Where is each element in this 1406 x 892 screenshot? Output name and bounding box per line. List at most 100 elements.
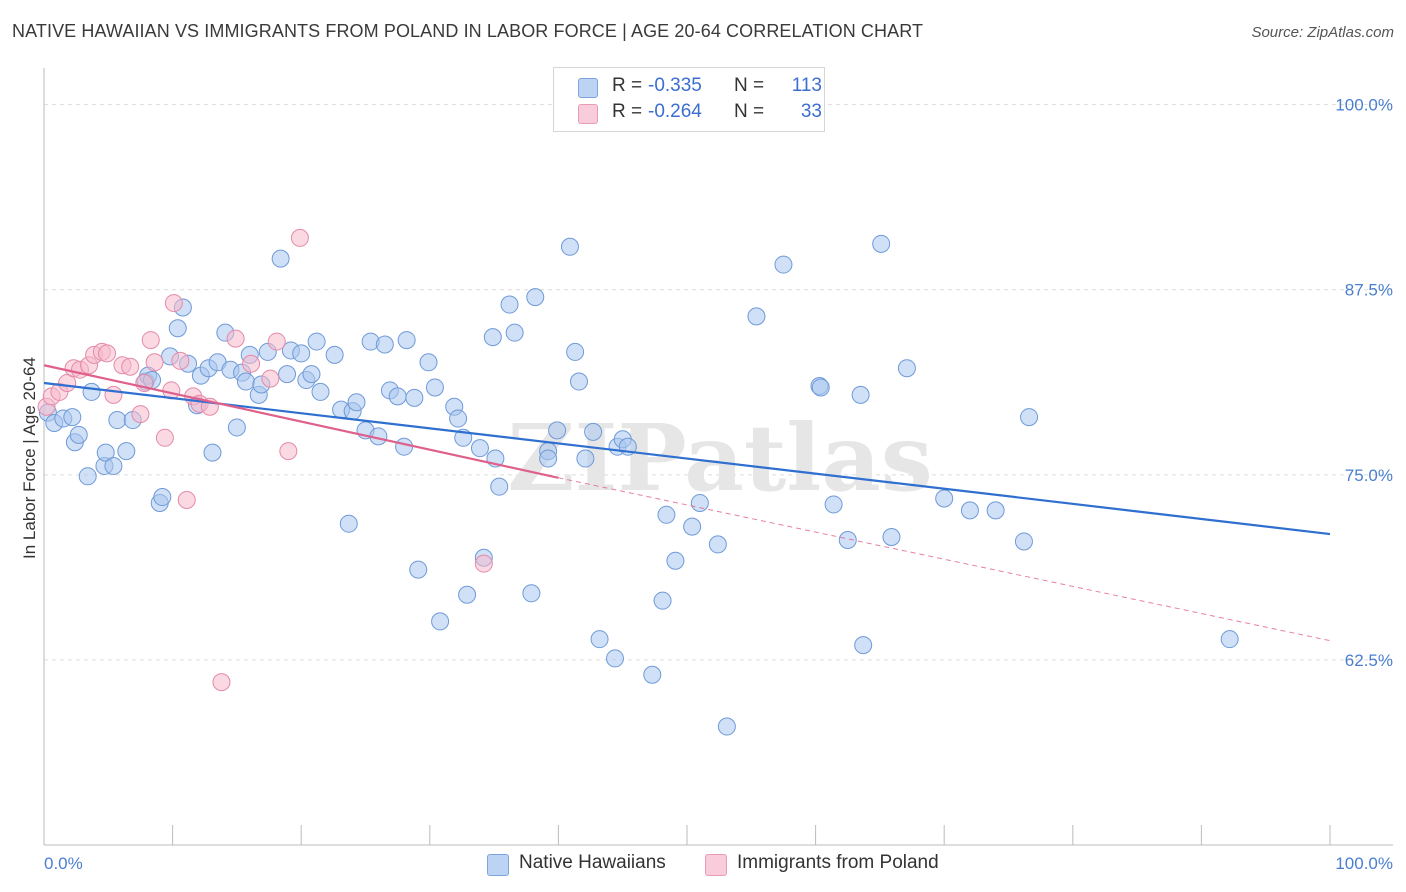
data-point-native-hawaiians <box>854 636 873 655</box>
data-point-native-hawaiians <box>774 255 793 274</box>
data-point-native-hawaiians <box>505 323 524 342</box>
data-point-native-hawaiians <box>522 584 541 603</box>
data-point-native-hawaiians <box>168 319 187 338</box>
data-point-native-hawaiians <box>560 237 579 256</box>
legend-swatch-blue <box>578 78 598 98</box>
data-point-native-hawaiians <box>811 378 830 397</box>
data-point-native-hawaiians <box>409 560 428 579</box>
data-point-immigrants-from-poland <box>141 331 160 350</box>
data-point-native-hawaiians <box>302 365 321 384</box>
data-point-native-hawaiians <box>708 535 727 554</box>
data-point-native-hawaiians <box>104 456 123 475</box>
data-point-native-hawaiians <box>490 477 509 496</box>
data-point-native-hawaiians <box>643 665 662 684</box>
data-point-immigrants-from-poland <box>226 329 245 348</box>
data-point-native-hawaiians <box>824 495 843 514</box>
legend-r-label: R = <box>612 101 643 122</box>
data-point-native-hawaiians <box>82 382 101 401</box>
legend-swatch-pink <box>705 854 727 876</box>
data-point-native-hawaiians <box>683 517 702 536</box>
data-point-immigrants-from-poland <box>164 294 183 313</box>
y-tick-labels: 62.5% 75.0% 87.5% 100.0% <box>1335 96 1393 670</box>
data-point-immigrants-from-poland <box>212 673 231 692</box>
trend-line-extension-immigrants-from-poland <box>558 477 1331 642</box>
trend-line-immigrants-from-poland <box>43 364 559 479</box>
data-point-native-hawaiians <box>584 422 603 441</box>
data-point-native-hawaiians <box>566 342 585 361</box>
legend-n-label: N = <box>734 101 765 122</box>
data-point-immigrants-from-poland <box>131 405 150 424</box>
data-point-native-hawaiians <box>278 365 297 384</box>
legend-r-label: R = <box>612 75 643 96</box>
data-point-immigrants-from-poland <box>171 351 190 370</box>
data-point-native-hawaiians <box>747 307 766 326</box>
data-point-native-hawaiians <box>203 443 222 462</box>
legend-r-value: -0.335 <box>648 75 702 96</box>
chart-title: NATIVE HAWAIIAN VS IMMIGRANTS FROM POLAN… <box>12 21 924 41</box>
data-point-native-hawaiians <box>405 388 424 407</box>
data-point-native-hawaiians <box>227 418 246 437</box>
y-axis-label: In Labor Force | Age 20-64 <box>20 357 39 559</box>
x-tick-label-max: 100.0% <box>1335 854 1393 873</box>
data-point-immigrants-from-poland <box>155 428 174 447</box>
data-point-native-hawaiians <box>69 425 88 444</box>
axes <box>43 68 1393 846</box>
legend-swatch-pink <box>578 104 598 124</box>
data-point-native-hawaiians <box>108 411 127 430</box>
legend-swatch-blue <box>487 854 509 876</box>
data-point-native-hawaiians <box>569 372 588 391</box>
data-point-native-hawaiians <box>470 439 489 458</box>
legend-label: Immigrants from Poland <box>737 852 939 873</box>
data-point-native-hawaiians <box>307 332 326 351</box>
legend-stats: R = -0.335 N = 113 R = -0.264 N = 33 <box>553 67 825 132</box>
data-point-native-hawaiians <box>851 385 870 404</box>
trend-line-native-hawaiians <box>43 381 1331 536</box>
data-point-native-hawaiians <box>576 449 595 468</box>
data-point-native-hawaiians <box>960 501 979 520</box>
data-point-native-hawaiians <box>339 514 358 533</box>
data-point-native-hawaiians <box>449 409 468 428</box>
data-point-immigrants-from-poland <box>267 332 286 351</box>
legend-label: Native Hawaiians <box>519 852 666 873</box>
data-point-immigrants-from-poland <box>474 554 493 573</box>
y-tick-label: 75.0% <box>1345 466 1393 485</box>
data-point-native-hawaiians <box>292 344 311 363</box>
data-point-immigrants-from-poland <box>177 490 196 509</box>
data-point-native-hawaiians <box>882 528 901 547</box>
data-point-native-hawaiians <box>986 501 1005 520</box>
data-point-native-hawaiians <box>397 331 416 350</box>
data-point-native-hawaiians <box>271 249 290 268</box>
data-point-native-hawaiians <box>78 467 97 486</box>
data-point-immigrants-from-poland <box>121 357 140 376</box>
watermark: ZIPatlas <box>507 404 932 512</box>
x-tick-label-min: 0.0% <box>44 854 83 873</box>
data-point-native-hawaiians <box>1220 630 1239 649</box>
data-point-native-hawaiians <box>590 630 609 649</box>
data-point-native-hawaiians <box>395 437 414 456</box>
data-point-native-hawaiians <box>347 393 366 412</box>
data-point-native-hawaiians <box>605 649 624 668</box>
data-point-native-hawaiians <box>526 288 545 307</box>
data-point-native-hawaiians <box>458 585 477 604</box>
legend-n-value: 33 <box>800 101 822 122</box>
legend-n-value: 113 <box>791 75 822 96</box>
data-point-immigrants-from-poland <box>145 353 164 372</box>
data-point-native-hawaiians <box>838 530 857 549</box>
data-point-native-hawaiians <box>690 493 709 512</box>
chart-source: Source: ZipAtlas.com <box>1251 24 1394 41</box>
data-point-native-hawaiians <box>500 295 519 314</box>
data-point-native-hawaiians <box>117 442 136 461</box>
trend-lines <box>43 364 1331 642</box>
data-point-native-hawaiians <box>657 505 676 524</box>
data-point-immigrants-from-poland <box>290 228 309 247</box>
data-point-immigrants-from-poland <box>104 385 123 404</box>
legend-r-value: -0.264 <box>648 101 702 122</box>
data-point-native-hawaiians <box>872 234 891 253</box>
data-point-native-hawaiians <box>666 551 685 570</box>
data-point-native-hawaiians <box>388 387 407 406</box>
data-point-native-hawaiians <box>236 372 255 391</box>
y-tick-label: 62.5% <box>1345 651 1393 670</box>
data-point-immigrants-from-poland <box>98 344 117 363</box>
data-point-native-hawaiians <box>548 421 567 440</box>
